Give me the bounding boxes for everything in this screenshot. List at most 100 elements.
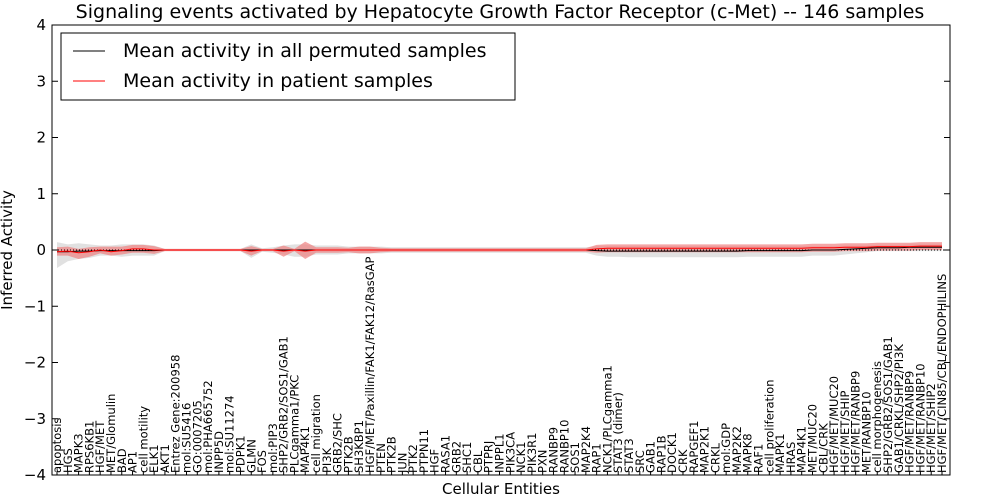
- x-tick-label: mol:GDP: [719, 423, 733, 473]
- x-tick-label: PLCgamma1/PKC: [287, 375, 301, 473]
- y-tick-label: −2: [24, 354, 46, 372]
- x-tick-label: INPP5D: [212, 431, 226, 473]
- confidence-bands: [57, 241, 942, 268]
- x-tick-label: SHP2/GRB2/SOS1/GAB1: [277, 336, 291, 473]
- x-tick-label: BAD: [115, 448, 129, 473]
- x-tick-label: PIK3R1: [525, 433, 539, 474]
- y-tick-label: −4: [24, 466, 46, 484]
- x-tick-label: SH3KBP1: [352, 420, 366, 473]
- x-tick-label: PXN: [536, 450, 550, 473]
- x-tick-label: MET/Glomulin: [104, 394, 118, 473]
- x-tick-label: SRC: [633, 450, 647, 473]
- x-tick-label: MAPK3: [72, 433, 86, 473]
- y-axis-label: Inferred Activity: [0, 190, 16, 310]
- x-tick-label: CRK: [676, 449, 690, 473]
- x-tick-label: RANBP10: [557, 420, 571, 473]
- x-tick-label: HGF/MET/RANBP9: [903, 371, 917, 473]
- x-tick-label: MAP4K1: [795, 426, 809, 473]
- x-tick-label: RAP1B: [654, 435, 668, 473]
- x-tick-label: PTPRJ: [482, 441, 496, 473]
- x-tick-label: mol:SU5416: [180, 403, 194, 473]
- legend-label-permuted: Mean activity in all permuted samples: [123, 40, 486, 62]
- x-tick-label: MAP2K2: [730, 426, 744, 473]
- y-axis: 4 3 2 1 0 −1 −2 −3 −4: [24, 16, 950, 484]
- x-tick-labels: apoptosisHGSMAPK3RPS6KB1HGF/METMET/Glomu…: [50, 256, 949, 475]
- x-tick-label: cell motility: [136, 406, 150, 473]
- x-axis-label: Cellular Entities: [442, 480, 560, 498]
- x-tick-label: MAP4K1: [298, 426, 312, 473]
- x-tick-label: JUN: [395, 453, 409, 474]
- x-tick-label: HGF/MET/RANBP9: [849, 371, 863, 473]
- plot-area-frame: [51, 24, 951, 476]
- x-tick-label: CRKL: [708, 442, 722, 473]
- x-tick-label: HGS: [61, 448, 75, 473]
- x-tick-label: HRAS: [784, 442, 798, 473]
- x-tick-label: FOS: [255, 450, 269, 473]
- y-tick-label: 0: [36, 241, 46, 259]
- x-tick-label: RPS6KB1: [82, 421, 96, 473]
- x-tick-label: cell proliferation: [762, 379, 776, 473]
- x-tick-label: GRB2: [449, 441, 463, 473]
- x-tick-label: mol:PHA665752: [201, 380, 215, 473]
- x-tick-label: PTK2B: [385, 436, 399, 473]
- x-tick-label: NCK1/PLCgamma1: [600, 365, 614, 473]
- x-tick-label: MAPK8: [741, 433, 755, 473]
- x-tick-label: HGF/MET/RANBP10: [913, 363, 927, 473]
- x-tick-label: MAP2K4: [579, 426, 593, 473]
- x-tick-label: PTK2B: [341, 436, 355, 473]
- chart-title: Signaling events activated by Hepatocyte…: [76, 1, 925, 23]
- x-tick-label: GAB1: [644, 441, 658, 473]
- x-tick-label: Entrez Gene:200958: [169, 355, 183, 473]
- y-tick-label: 1: [36, 185, 46, 203]
- x-tick-label: RANBP9: [546, 427, 560, 473]
- x-tick-label: GLMN: [244, 439, 258, 473]
- x-tick-label: SOS1: [568, 442, 582, 473]
- y-tick-label: 3: [36, 72, 46, 90]
- x-tick-label: cell migration: [309, 394, 323, 473]
- x-tick-label: SHP2/GRB2/SOS1/GAB1: [881, 336, 895, 473]
- y-tick-label: 4: [36, 16, 46, 34]
- x-tick-label: PI3K: [320, 447, 334, 473]
- x-tick-label: PTEN: [374, 443, 388, 473]
- x-tick-label: MET/MUC20: [805, 404, 819, 473]
- x-tick-label: GRB2/SHC: [331, 413, 345, 473]
- x-tick-label: PDPK1: [233, 435, 247, 473]
- x-tick-label: mol:PIP3: [266, 423, 280, 473]
- legend-box: [60, 32, 516, 101]
- x-tick-label: AP1: [126, 451, 140, 473]
- x-tick-label: HGF/MET/Paxillin/FAK1/FAK12/RasGAP: [363, 256, 377, 473]
- x-tick-label: CBL/CRK: [816, 423, 830, 473]
- x-tick-label: MAPK1: [773, 433, 787, 473]
- x-tick-label: HGF/MET/SHIP2: [924, 383, 938, 473]
- x-tick-label: DOCK1: [665, 432, 679, 473]
- legend-label-patient: Mean activity in patient samples: [123, 70, 433, 92]
- x-tick-label: PTPN11: [417, 429, 431, 473]
- x-tick-label: HGF/MET/MUC20: [827, 376, 841, 473]
- x-tick-label: HGF: [428, 449, 442, 473]
- legend: Mean activity in all permuted samples Me…: [60, 32, 516, 101]
- x-tick-label: cell morphogenesis: [870, 361, 884, 473]
- y-tick-label: −1: [24, 297, 46, 315]
- x-tick-label: STAT3: [622, 438, 636, 473]
- x-tick-label: RAP1: [590, 443, 604, 473]
- x-tick-label: HGF/MET: [93, 420, 107, 473]
- x-tick-label: RAPGEF1: [687, 421, 701, 473]
- series-line-patient: [56, 245, 942, 254]
- x-tick-label: HGF/MET/SHIP: [838, 391, 852, 473]
- x-tick-label: apoptosis: [50, 418, 64, 473]
- x-tick-label: GAB1/CRKL/SHP2/PI3K: [892, 344, 906, 473]
- x-tick-label: CBL: [471, 450, 485, 473]
- x-tick-label: PTK2: [406, 444, 420, 473]
- y-tick-label: 2: [36, 129, 46, 147]
- series-lines: [52, 245, 950, 254]
- x-tick-label: mol:SU11274: [223, 395, 237, 473]
- x-tick-label: NCK1: [514, 442, 528, 474]
- x-tick-label: INPPL1: [493, 433, 507, 473]
- x-tick-label: SHC1: [460, 442, 474, 473]
- x-tick-label: STAT3 (dimer): [611, 392, 625, 473]
- x-tick-label: ELK1: [147, 444, 161, 473]
- x-tick-label: HGF/MET/CIN85/CBL/ENDOPHILINS: [935, 274, 949, 473]
- x-tick-label: RASA1: [439, 435, 453, 473]
- x-tick-label: MAP2K1: [698, 426, 712, 473]
